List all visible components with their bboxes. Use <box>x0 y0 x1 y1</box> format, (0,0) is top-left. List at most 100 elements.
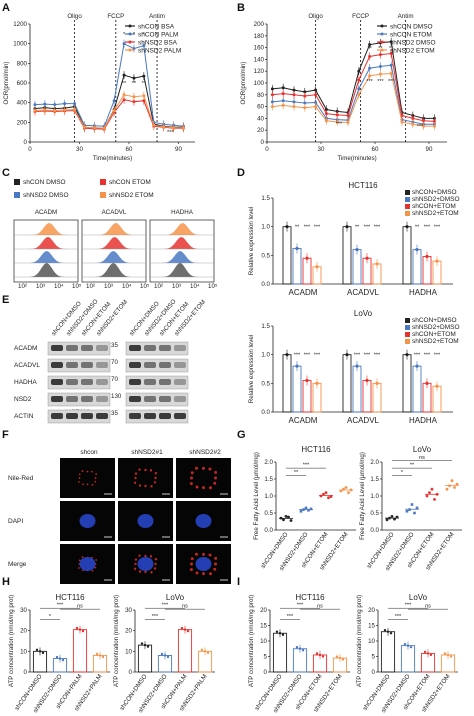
y-axis-label: ATP concentration (nmol/mg prot) <box>356 595 363 687</box>
significance-mark: *** <box>303 463 310 469</box>
microscopy-row-label: DAPI <box>8 518 23 525</box>
blot-band <box>51 345 63 351</box>
data-point <box>415 364 419 368</box>
blot-band <box>51 379 63 385</box>
data-point <box>299 510 303 513</box>
legend-marker <box>128 40 132 44</box>
series-line-2 <box>34 99 184 130</box>
lipid-droplet <box>202 486 205 490</box>
data-point <box>180 626 184 630</box>
data-point <box>206 651 210 655</box>
histogram-title: ACADM <box>35 209 57 216</box>
histogram-curve <box>150 251 214 263</box>
significance-mark: * <box>401 470 404 476</box>
significance-mark: *** <box>434 225 441 231</box>
injection-label: Antim <box>149 13 165 20</box>
data-point <box>172 126 176 130</box>
histogram-tick: 10³ <box>36 283 45 290</box>
data-point <box>422 124 426 128</box>
legend-label: shCON+DMSO <box>412 317 457 324</box>
data-point <box>411 122 415 126</box>
bar <box>412 365 422 413</box>
significance-mark: ns <box>77 604 83 610</box>
blot-band <box>81 396 93 402</box>
lipid-droplet <box>190 471 194 475</box>
lipid-droplet <box>190 557 194 561</box>
x-tick-label: 30 <box>318 146 325 153</box>
lipid-droplet <box>94 480 97 483</box>
series-line-2 <box>272 52 435 122</box>
data-point <box>33 103 37 107</box>
legend-label: shCON BSA <box>138 23 175 30</box>
panel-label-b: B <box>237 2 245 14</box>
data-point <box>390 515 394 518</box>
legend-label: shNSD2+DMSO <box>412 196 460 203</box>
significance-mark: * <box>123 32 126 38</box>
data-point <box>287 515 290 519</box>
lipid-droplet <box>133 481 137 484</box>
data-point <box>324 491 328 494</box>
lipid-droplet <box>213 481 217 485</box>
blot-band <box>159 396 171 402</box>
lipid-droplet <box>95 473 98 475</box>
legend-swatch <box>405 325 410 330</box>
significance-mark: ** <box>142 81 147 87</box>
significance-mark: *** <box>434 353 441 359</box>
significance-mark: *** <box>314 353 321 359</box>
lipid-droplet <box>150 485 153 488</box>
y-tick-label: 10 <box>20 648 27 655</box>
data-point <box>426 652 430 655</box>
significance-mark: *** <box>287 614 294 620</box>
significance-mark: *** <box>294 353 301 359</box>
data-point <box>303 101 307 105</box>
bar <box>137 644 153 673</box>
y-tick-label: 0.0 <box>261 409 270 416</box>
data-point <box>281 633 285 636</box>
chart-title: LoVo <box>413 445 432 454</box>
legend-swatch <box>405 190 410 195</box>
legend-swatch <box>405 332 410 337</box>
data-point <box>82 125 86 129</box>
blot-band <box>66 396 78 402</box>
blot-strip <box>47 358 111 373</box>
blot-band <box>174 413 186 419</box>
significance-mark: ** <box>389 46 394 52</box>
data-point <box>405 510 409 513</box>
data-point <box>405 225 409 229</box>
x-tick-label: 0 <box>28 146 32 153</box>
data-point <box>270 87 274 91</box>
data-point <box>112 109 116 113</box>
data-point <box>75 626 79 630</box>
data-point <box>432 124 436 128</box>
data-point <box>365 378 369 383</box>
lipid-droplet <box>154 472 158 475</box>
data-point <box>428 491 431 494</box>
significance-mark: *** <box>377 79 384 85</box>
y-tick-label: 0 <box>264 669 268 676</box>
data-point <box>298 647 302 650</box>
bar <box>342 226 352 285</box>
microscopy-tile <box>118 458 173 498</box>
data-point <box>324 112 328 116</box>
data-point <box>429 653 433 657</box>
data-point <box>295 246 299 251</box>
chart-title: LoVo <box>409 593 428 602</box>
x-category-label: ACADVL <box>347 288 380 297</box>
data-point <box>142 94 146 98</box>
y-tick-label: 1.5 <box>261 195 270 202</box>
legend-marker <box>128 24 132 28</box>
series-line-1 <box>272 64 435 125</box>
histogram-tick: 10⁴ <box>54 283 64 290</box>
lipid-droplet <box>214 556 218 560</box>
histogram-curve <box>14 251 78 263</box>
lipid-droplet <box>195 552 198 556</box>
data-point <box>281 99 285 103</box>
data-point <box>301 649 305 652</box>
legend-label: shCON+ETOM <box>412 203 456 210</box>
data-point <box>146 645 150 648</box>
legend-label: shNSD2+ETOM <box>412 338 459 345</box>
injection-label: Oligo <box>308 13 323 20</box>
mw-marker: 70 <box>111 376 118 383</box>
data-point <box>284 515 288 518</box>
data-point <box>335 655 339 658</box>
